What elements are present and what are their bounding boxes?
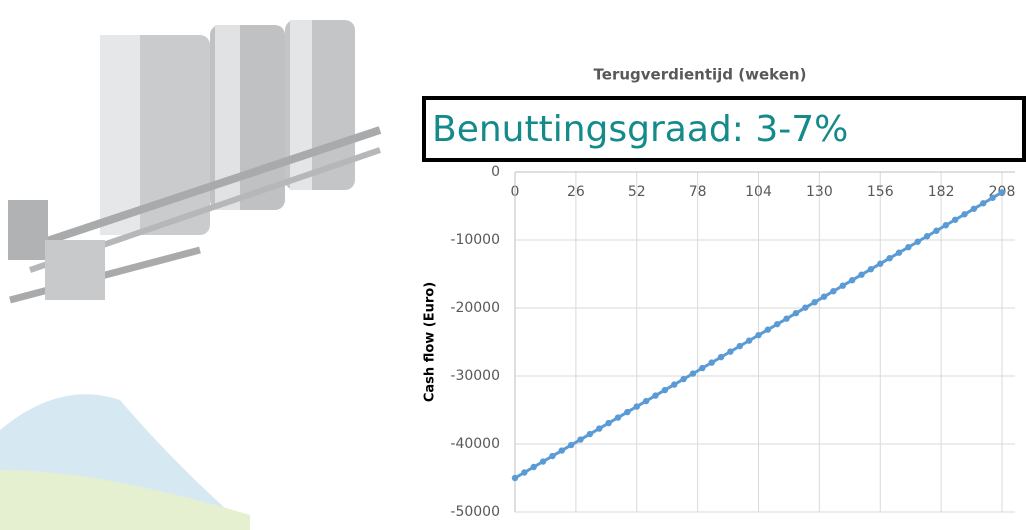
- point: [745, 337, 753, 344]
- point: [699, 364, 706, 372]
- point: [792, 309, 800, 317]
- y-tick-label: -50000: [450, 504, 500, 520]
- point: [961, 211, 968, 218]
- point: [858, 271, 865, 278]
- point: [942, 222, 950, 229]
- point: [774, 320, 781, 328]
- point: [933, 227, 940, 234]
- point: [586, 430, 594, 438]
- point: [671, 381, 678, 388]
- point: [549, 452, 556, 460]
- point: [624, 408, 631, 416]
- x-tick-label: 26: [567, 184, 585, 200]
- point: [567, 441, 575, 449]
- point: [530, 463, 537, 471]
- x-tick-label: 52: [628, 184, 646, 200]
- annotation-box: [422, 96, 1026, 162]
- point: [614, 414, 622, 421]
- point: [680, 375, 687, 383]
- y-tick-label: -40000: [450, 436, 500, 452]
- point: [951, 216, 959, 223]
- y-axis-label: Cash flow (Euro): [423, 282, 438, 402]
- point: [989, 194, 996, 201]
- swoosh: [0, 470, 250, 530]
- point: [577, 436, 584, 443]
- point: [511, 474, 519, 482]
- point: [877, 260, 884, 267]
- point: [867, 266, 875, 273]
- point: [905, 244, 912, 251]
- y-tick-label: -20000: [450, 300, 500, 316]
- point: [633, 403, 640, 410]
- y-tick-label: 0: [491, 164, 500, 180]
- point: [886, 255, 893, 262]
- point: [539, 458, 547, 465]
- point: [652, 392, 659, 399]
- point: [802, 304, 809, 311]
- point: [755, 331, 762, 339]
- point: [717, 353, 725, 361]
- point: [642, 397, 650, 405]
- point: [558, 447, 566, 454]
- point: [596, 425, 603, 432]
- point: [727, 348, 734, 355]
- point: [783, 315, 790, 322]
- machine-image: [0, 0, 400, 338]
- x-tick-label: 182: [928, 184, 955, 200]
- point: [764, 326, 772, 333]
- x-tick-label: 78: [689, 184, 707, 200]
- point: [811, 298, 818, 306]
- point: [895, 249, 903, 256]
- point: [839, 282, 846, 289]
- x-tick-label: 156: [867, 184, 894, 200]
- annotation: Benuttingsgraad: 3-7%: [432, 109, 848, 150]
- x-tick-label: 104: [745, 184, 772, 200]
- point: [605, 419, 612, 427]
- y-tick-label: -10000: [450, 232, 500, 248]
- point: [980, 200, 987, 207]
- point: [830, 287, 837, 295]
- point: [970, 205, 978, 212]
- point: [848, 277, 856, 284]
- point: [820, 293, 828, 300]
- point: [998, 189, 1006, 196]
- point: [708, 359, 715, 366]
- y-tick-label: -30000: [450, 368, 500, 384]
- point: [521, 469, 528, 476]
- point: [914, 238, 921, 245]
- point: [923, 233, 931, 240]
- point: [689, 370, 697, 377]
- chart-title: Terugverdientijd (weken): [594, 66, 807, 84]
- point: [736, 342, 743, 350]
- x-tick-label: 130: [806, 184, 833, 200]
- point: [661, 386, 669, 394]
